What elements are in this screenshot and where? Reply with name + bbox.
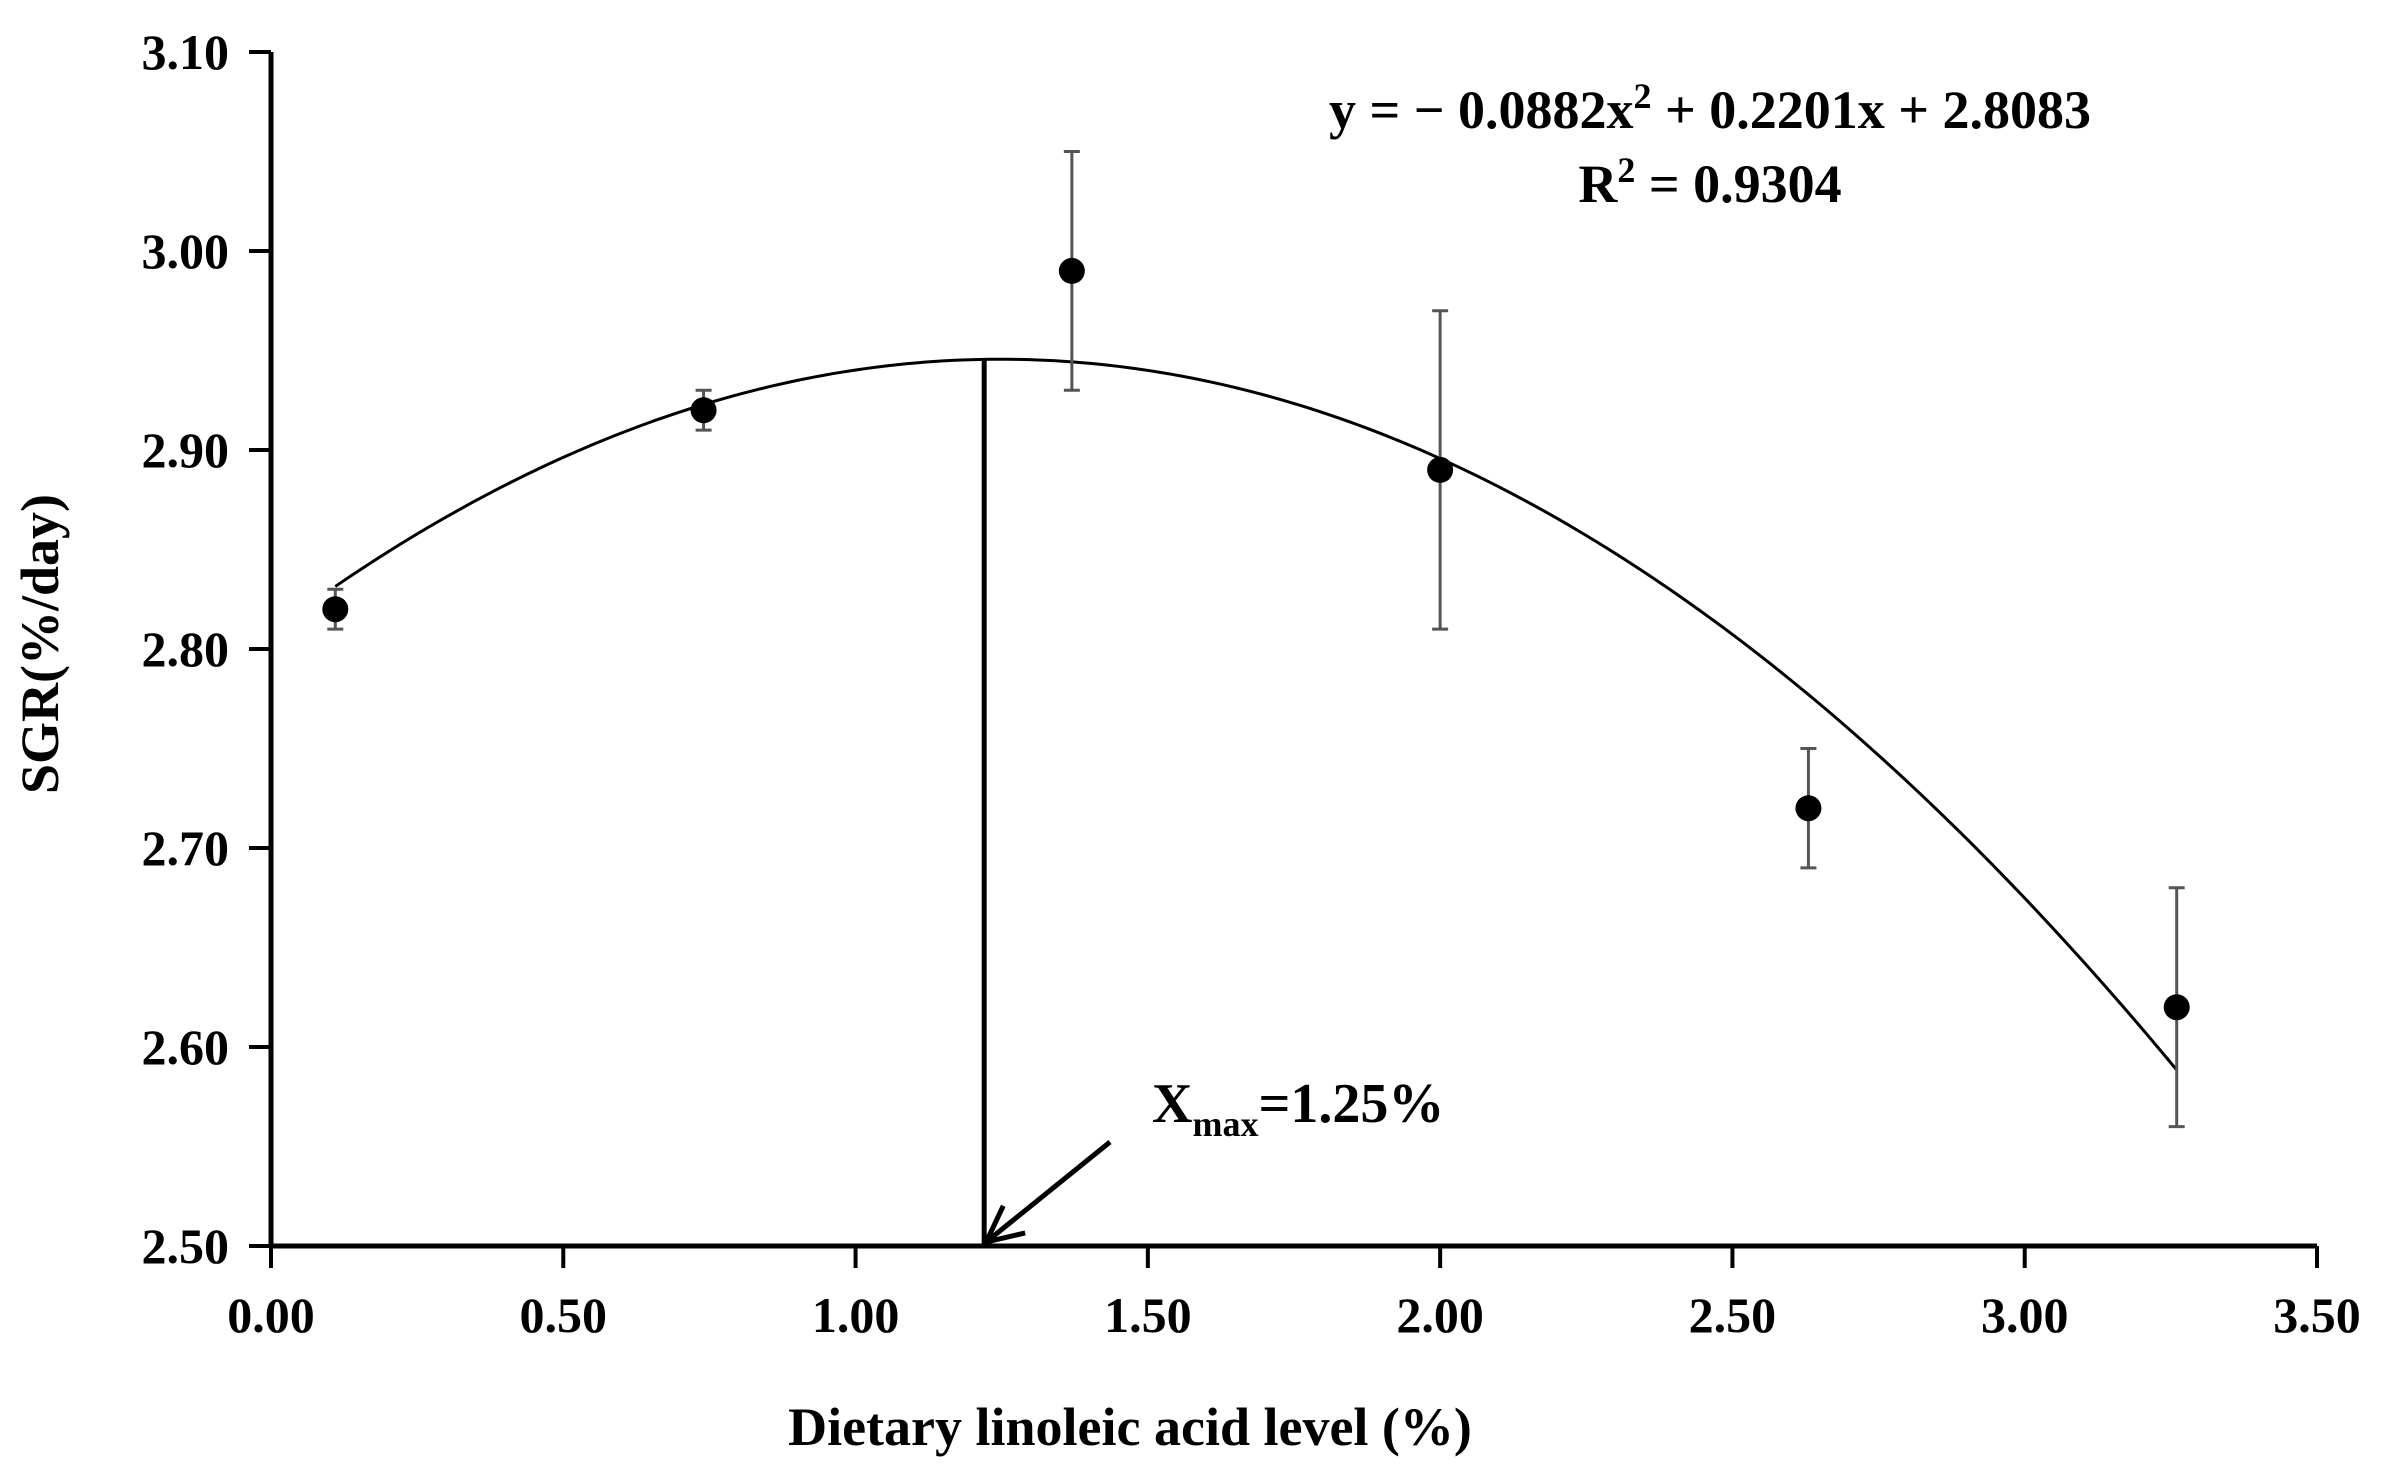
- y-tick-label: 2.80: [142, 621, 230, 677]
- y-tick-label: 2.50: [142, 1218, 230, 1274]
- xmax-label: Xmax=1.25%: [1152, 1073, 1444, 1144]
- x-axis-ticks: 0.00 0.50 1.00 1.50 2.00 2.50 3.00 3.50: [227, 1246, 2361, 1343]
- x-tick-label: 3.50: [2273, 1287, 2361, 1343]
- y-axis-title: SGR(%/day): [10, 494, 70, 794]
- axes: [268, 52, 2317, 1249]
- y-tick-label: 2.90: [142, 422, 230, 478]
- fit-equation-rest: + 0.2201x + 2.8083: [1652, 80, 2092, 140]
- r-squared-rest: = 0.9304: [1635, 154, 1841, 214]
- data-point: [322, 596, 349, 623]
- y-axis-ticks: 2.50 2.60 2.70 2.80 2.90 3.00 3.10: [142, 24, 271, 1274]
- x-axis-title: Dietary linoleic acid level (%): [788, 1397, 1472, 1457]
- x-tick-label: 1.50: [1104, 1287, 1192, 1343]
- data-point: [2163, 994, 2190, 1021]
- y-tick-label: 3.10: [142, 24, 230, 80]
- r-squared: R2 = 0.9304: [1578, 150, 1841, 214]
- fit-equation: y = − 0.0882x2 + 0.2201x + 2.8083: [1329, 76, 2091, 140]
- xmax-arrow: [984, 1140, 1112, 1244]
- fit-equation-superscript: 2: [1634, 76, 1652, 116]
- y-tick-label: 2.60: [142, 1019, 230, 1075]
- xmax-arrowhead: [981, 1204, 1026, 1246]
- xmax-label-main: X: [1152, 1073, 1192, 1135]
- x-tick-label: 2.50: [1689, 1287, 1777, 1343]
- data-point: [1795, 795, 1822, 822]
- data-points: [322, 150, 2190, 1129]
- x-tick-label: 0.50: [520, 1287, 608, 1343]
- xmax-label-subscript: max: [1192, 1104, 1258, 1144]
- x-tick-label: 3.00: [1981, 1287, 2069, 1343]
- y-tick-label: 3.00: [142, 223, 230, 279]
- r-squared-superscript: 2: [1617, 150, 1635, 190]
- x-tick-label: 0.00: [227, 1287, 315, 1343]
- r-squared-main: R: [1578, 154, 1618, 214]
- x-tick-label: 1.00: [812, 1287, 900, 1343]
- y-tick-label: 2.70: [142, 820, 230, 876]
- x-tick-label: 2.00: [1396, 1287, 1484, 1343]
- xmax-label-rest: =1.25%: [1258, 1073, 1444, 1135]
- data-point: [1427, 456, 1454, 483]
- fit-equation-main: y = − 0.0882x: [1329, 80, 1634, 140]
- data-point: [1058, 257, 1085, 284]
- data-point: [690, 397, 717, 424]
- fit-curve: [334, 357, 2178, 1071]
